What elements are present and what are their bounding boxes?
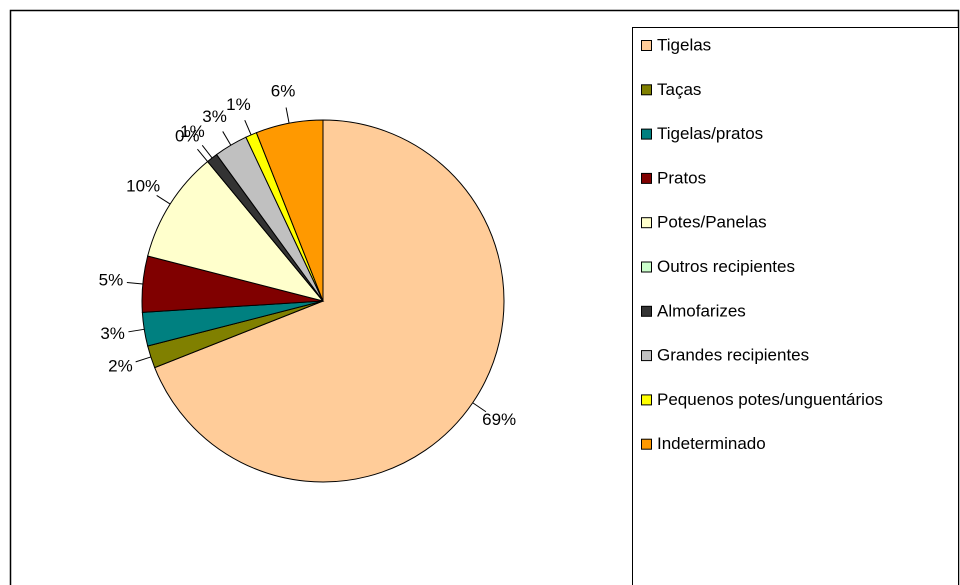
legend-label: Taças: [657, 80, 701, 99]
data-label: 5%: [99, 270, 124, 289]
legend-swatch: [641, 84, 652, 96]
data-label: 69%: [482, 410, 516, 429]
legend-swatch: [641, 40, 652, 51]
legend-swatch: [641, 438, 652, 450]
data-label: 10%: [126, 176, 160, 195]
legend-swatch: [641, 350, 652, 362]
legend-label: Tigelas/pratos: [657, 124, 763, 143]
data-label: 1%: [180, 122, 205, 141]
legend-label: Almofarizes: [657, 301, 746, 320]
leader-line: [126, 281, 143, 285]
pie-slice: [255, 119, 324, 302]
data-label: 0%: [175, 126, 200, 145]
pie-slice: [154, 119, 505, 483]
leader-line: [222, 131, 232, 146]
legend-swatch: [641, 128, 652, 140]
legend-swatch: [641, 261, 652, 273]
pie-slice: [147, 160, 325, 302]
leader-line: [197, 148, 209, 162]
leader-line: [244, 120, 252, 136]
leader-line: [472, 402, 487, 413]
legend-swatch: [641, 172, 652, 184]
leader-line: [135, 356, 152, 363]
legend-label: Outros recipientes: [657, 257, 795, 276]
legend-swatch: [641, 394, 652, 406]
legend-swatch: [641, 217, 652, 229]
legend-label: Grandes recipientes: [657, 346, 809, 365]
legend-label: Potes/Panelas: [657, 213, 767, 232]
legend-label: Pratos: [657, 168, 706, 187]
leader-line: [156, 195, 171, 205]
legend-label: Indeterminado: [657, 434, 766, 453]
data-label: 2%: [108, 356, 133, 375]
legend-label: Pequenos potes/unguentários: [657, 390, 883, 409]
data-label: 3%: [100, 324, 125, 343]
leader-line: [201, 145, 213, 159]
legend-swatch: [641, 305, 652, 317]
leader-line: [285, 107, 290, 124]
legend-box: [632, 27, 959, 585]
legend-label: Tigelas: [657, 35, 711, 54]
leader-line: [128, 328, 145, 333]
data-label: 3%: [202, 107, 227, 126]
data-label: 6%: [271, 81, 296, 100]
data-label: 1%: [226, 95, 251, 114]
